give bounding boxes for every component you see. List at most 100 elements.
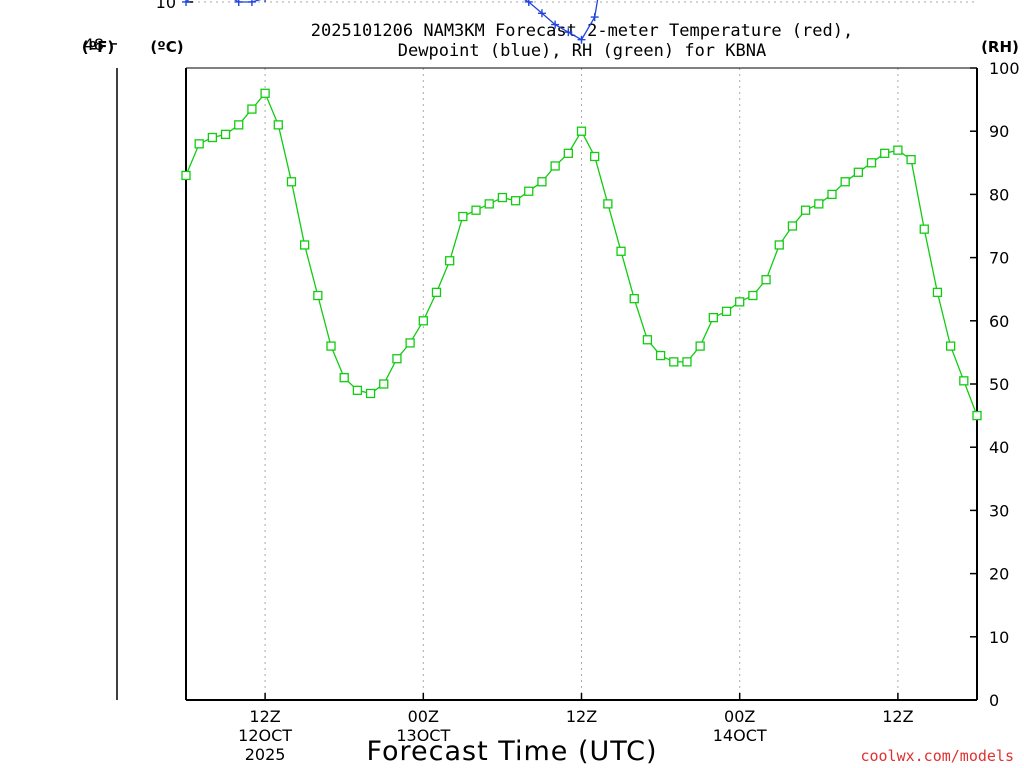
rh-point bbox=[893, 145, 903, 155]
rh-tick-label: 60 bbox=[989, 312, 1009, 331]
rh-point bbox=[524, 186, 534, 196]
rh-point bbox=[959, 376, 969, 386]
fahrenheit-tick-label: 48 bbox=[84, 35, 104, 54]
rh-point bbox=[590, 151, 600, 162]
rh-point bbox=[945, 341, 956, 351]
x-tick-label: 12Z bbox=[882, 707, 913, 726]
rh-point bbox=[458, 211, 468, 222]
rh-point bbox=[313, 290, 323, 301]
unit-fahrenheit-label: (ºF) bbox=[82, 38, 114, 56]
x-tick-label: 12Z bbox=[566, 707, 597, 726]
rh-point bbox=[352, 385, 363, 395]
grid-lines bbox=[186, 1, 977, 700]
x-tick-label: 00Z bbox=[724, 707, 755, 726]
x-tick-date-label: 12OCT bbox=[238, 726, 292, 745]
rh-tick-label: 70 bbox=[989, 249, 1009, 268]
dewpoint-point bbox=[564, 28, 573, 37]
dewpoint-point bbox=[264, 0, 266, 3]
dewpoint-point bbox=[537, 9, 546, 18]
rh-point bbox=[748, 290, 758, 301]
rh-tick-label: 80 bbox=[989, 185, 1009, 204]
x-axis-label: Forecast Time (UTC) bbox=[366, 736, 657, 767]
rh-tick-label: 20 bbox=[989, 565, 1009, 584]
rh-point bbox=[445, 256, 455, 266]
rh-point bbox=[418, 316, 428, 326]
rh-point bbox=[827, 189, 837, 200]
rh-point bbox=[629, 294, 639, 304]
rh-point bbox=[880, 148, 890, 158]
unit-rh-label: (RH) bbox=[981, 38, 1019, 56]
rh-point bbox=[379, 379, 389, 389]
rh-point bbox=[194, 139, 204, 149]
rh-point bbox=[234, 120, 244, 130]
rh-tick-label: 90 bbox=[989, 122, 1009, 141]
rh-point bbox=[603, 199, 613, 209]
rh-point bbox=[247, 104, 257, 114]
rh-point bbox=[563, 148, 573, 158]
rh-point bbox=[497, 192, 508, 203]
rh-point bbox=[695, 341, 705, 351]
dewpoint-point bbox=[234, 0, 243, 6]
rh-point bbox=[431, 287, 442, 298]
rh-point bbox=[220, 129, 231, 140]
celsius-tick-label: 10 bbox=[156, 0, 176, 12]
rh-point bbox=[787, 221, 798, 231]
dewpoint-point bbox=[551, 20, 560, 29]
rh-point bbox=[405, 338, 415, 348]
rh-point bbox=[814, 199, 824, 209]
dewpoint-point bbox=[182, 0, 190, 6]
rh-point bbox=[181, 170, 191, 181]
rh-point bbox=[299, 240, 310, 250]
series-layer bbox=[181, 0, 982, 421]
rh-point bbox=[932, 287, 943, 298]
rh-point bbox=[853, 167, 863, 177]
rh-point bbox=[260, 88, 270, 98]
dewpoint-point bbox=[577, 35, 586, 44]
axes: 1012141618202224485154576063666972750102… bbox=[84, 0, 1020, 764]
rh-point bbox=[840, 177, 850, 187]
rh-point bbox=[365, 388, 376, 399]
rh-point bbox=[471, 205, 481, 215]
dewpoint-point bbox=[247, 0, 256, 6]
rh-point bbox=[550, 161, 560, 171]
rh-point bbox=[800, 205, 811, 215]
x-tick-label: 12Z bbox=[249, 707, 280, 726]
rh-point bbox=[774, 240, 784, 250]
x-tick-date-label: 14OCT bbox=[713, 726, 767, 745]
rh-point bbox=[735, 297, 745, 307]
rh-point bbox=[273, 120, 283, 130]
dewpoint-point bbox=[524, 0, 533, 6]
rh-tick-label: 100 bbox=[989, 59, 1020, 78]
rh-point bbox=[866, 158, 877, 168]
rh-point bbox=[721, 306, 732, 316]
rh-point bbox=[392, 354, 402, 364]
rh-point bbox=[655, 350, 666, 361]
chart-title-line1: 2025101206 NAM3KM Forecast 2-meter Tempe… bbox=[311, 21, 853, 41]
rh-tick-label: 0 bbox=[989, 691, 999, 710]
x-tick-year-label: 2025 bbox=[245, 745, 286, 764]
rh-tick-label: 10 bbox=[989, 628, 1009, 647]
x-tick-label: 00Z bbox=[408, 707, 439, 726]
dewpoint-point bbox=[590, 13, 599, 22]
rh-point bbox=[972, 410, 982, 421]
rh-point bbox=[286, 177, 297, 187]
rh-point bbox=[669, 357, 679, 367]
rh-point bbox=[642, 335, 653, 345]
rh-point bbox=[919, 224, 929, 234]
rh-tick-label: 30 bbox=[989, 501, 1009, 520]
watermark: coolwx.com/models bbox=[860, 747, 1014, 765]
rh-point bbox=[326, 341, 336, 351]
rh-point bbox=[207, 132, 218, 143]
rh-point bbox=[616, 246, 626, 256]
rh-point bbox=[339, 373, 349, 383]
rh-point bbox=[906, 154, 916, 165]
rh-tick-label: 50 bbox=[989, 375, 1009, 394]
rh-point bbox=[510, 196, 521, 206]
rh-point bbox=[761, 275, 771, 285]
chart-title-line2: Dewpoint (blue), RH (green) for KBNA bbox=[398, 41, 766, 61]
rh-tick-label: 40 bbox=[989, 438, 1009, 457]
rh-point bbox=[537, 177, 547, 187]
rh-point bbox=[484, 199, 494, 209]
rh-point bbox=[682, 357, 692, 367]
